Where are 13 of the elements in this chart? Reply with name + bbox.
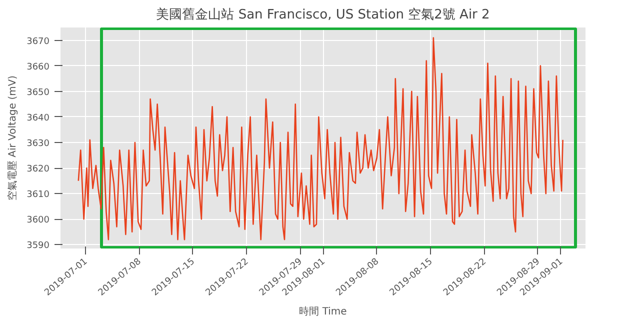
y-tick-label: 3610 [26,190,50,200]
y-tick-label: 3670 [26,36,50,47]
y-tick-label: 3600 [26,216,50,226]
y-tick-label: 3640 [26,113,50,124]
y-tick-label: 3590 [26,241,50,252]
y-tick-label: 3650 [26,88,50,98]
line-series [78,37,564,240]
y-tick-label: 3630 [26,138,50,149]
y-tick-label: 3660 [26,62,50,72]
y-axis-title: 空氣電壓 Air Voltage (mV) [6,75,19,201]
y-tick-label: 3620 [26,164,50,175]
x-axis-title: 時間 Time [299,306,347,318]
chart-title: 美國舊金山站 San Francisco, US Station 空氣2號 Air 2 [156,6,490,22]
